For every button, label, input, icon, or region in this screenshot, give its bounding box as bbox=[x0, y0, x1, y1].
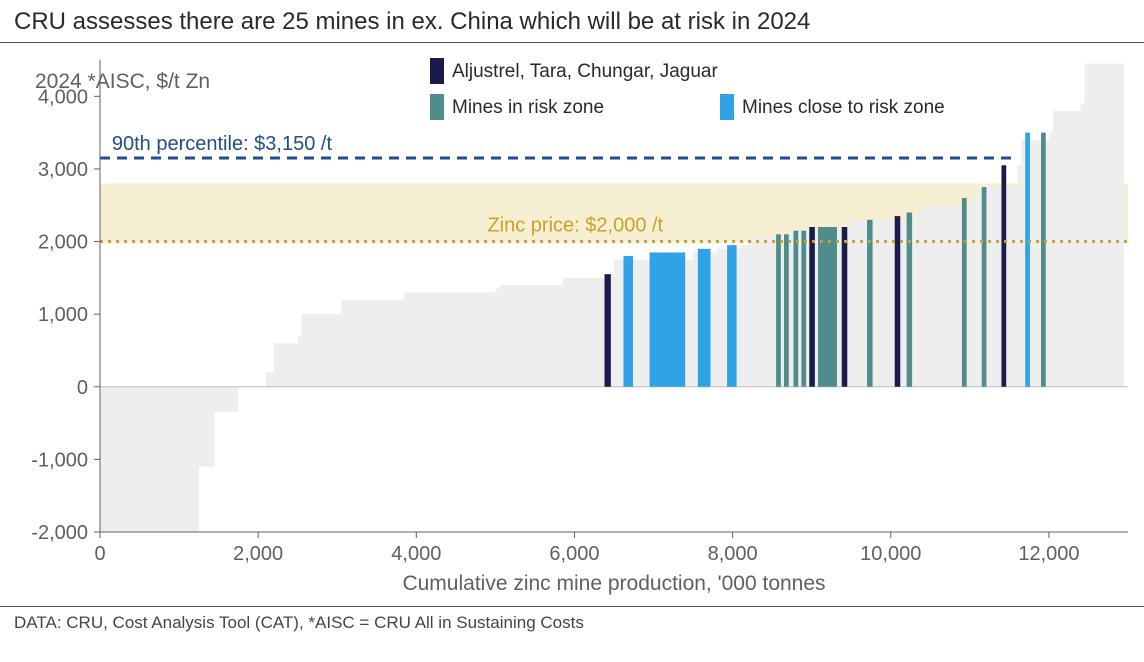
highlight-bar bbox=[1025, 133, 1030, 387]
y-tick-label: 0 bbox=[77, 377, 88, 399]
y-tick-label: 4,000 bbox=[38, 86, 88, 108]
highlight-bar bbox=[809, 227, 815, 387]
legend-swatch bbox=[430, 58, 444, 84]
highlight-bar bbox=[907, 212, 913, 386]
x-tick-label: 2,000 bbox=[233, 543, 283, 565]
x-tick-label: 12,000 bbox=[1018, 543, 1079, 565]
percentile-label: 90th percentile: $3,150 /t bbox=[112, 133, 333, 155]
legend-label: Mines in risk zone bbox=[452, 97, 604, 118]
legend-swatch bbox=[720, 94, 734, 120]
y-tick-label: 2,000 bbox=[38, 232, 88, 254]
highlight-bar bbox=[818, 227, 837, 387]
y-tick-label: -2,000 bbox=[31, 522, 88, 544]
chart-title: CRU assesses there are 25 mines in ex. C… bbox=[0, 0, 1144, 43]
y-tick-label: 3,000 bbox=[38, 159, 88, 181]
highlight-bar bbox=[698, 249, 711, 387]
highlight-bar bbox=[623, 256, 632, 387]
legend: Aljustrel, Tara, Chungar, Jaguar Mines in… bbox=[430, 58, 945, 120]
x-tick-label: 0 bbox=[94, 543, 105, 565]
x-axis-title: Cumulative zinc mine production, '000 to… bbox=[402, 572, 825, 595]
highlight-bar bbox=[1041, 133, 1046, 387]
highlight-bar bbox=[842, 227, 848, 387]
highlight-bar bbox=[794, 231, 799, 387]
price-label: Zinc price: $2,000 /t bbox=[487, 215, 663, 237]
highlight-bar bbox=[801, 231, 806, 387]
highlight-bar bbox=[727, 245, 736, 387]
y-tick-label: -1,000 bbox=[31, 449, 88, 471]
highlight-bar bbox=[962, 198, 967, 387]
highlight-bar bbox=[650, 252, 686, 386]
x-tick-label: 8,000 bbox=[708, 543, 758, 565]
legend-label: Mines close to risk zone bbox=[742, 97, 945, 118]
legend-swatch bbox=[430, 94, 444, 120]
cost-curve-chart: 2024 *AISC, $/t Zn90th percentile: $3,15… bbox=[0, 42, 1144, 606]
legend-label: Aljustrel, Tara, Chungar, Jaguar bbox=[452, 61, 718, 82]
highlight-bar bbox=[776, 234, 781, 386]
x-tick-label: 6,000 bbox=[549, 543, 599, 565]
x-tick-label: 10,000 bbox=[860, 543, 921, 565]
highlight-bar bbox=[784, 234, 789, 386]
data-source-footer: DATA: CRU, Cost Analysis Tool (CAT), *AI… bbox=[0, 606, 1144, 639]
y-tick-label: 1,000 bbox=[38, 304, 88, 326]
highlight-bar bbox=[982, 187, 987, 387]
x-tick-label: 4,000 bbox=[391, 543, 441, 565]
highlight-bar bbox=[867, 220, 873, 387]
highlight-bar bbox=[605, 274, 611, 387]
highlight-bar bbox=[895, 216, 901, 387]
highlight-bar bbox=[1001, 165, 1006, 386]
